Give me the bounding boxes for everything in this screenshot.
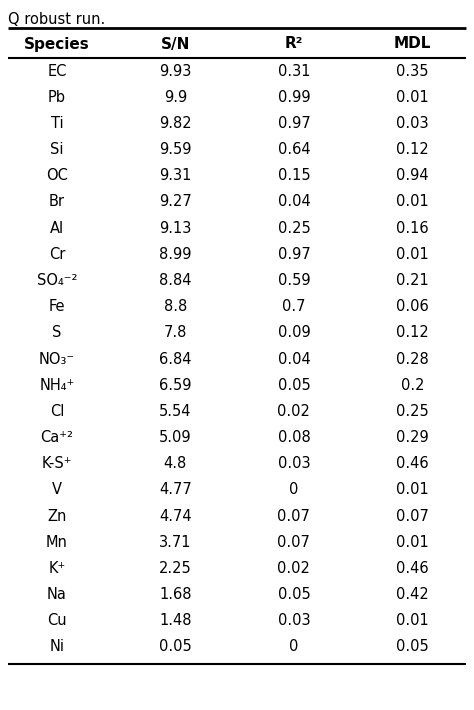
Text: 0.01: 0.01: [396, 247, 429, 262]
Text: 0.05: 0.05: [396, 640, 429, 655]
Text: 0.05: 0.05: [159, 640, 192, 655]
Text: 0.7: 0.7: [282, 299, 306, 314]
Text: 9.31: 9.31: [159, 168, 191, 183]
Text: 0.01: 0.01: [396, 89, 429, 105]
Text: V: V: [52, 482, 62, 498]
Text: 0: 0: [289, 640, 299, 655]
Text: 0.12: 0.12: [396, 325, 429, 340]
Text: 0.04: 0.04: [277, 351, 310, 366]
Text: Ni: Ni: [49, 640, 64, 655]
Text: Pb: Pb: [48, 89, 66, 105]
Text: 0.29: 0.29: [396, 430, 429, 445]
Text: 0.03: 0.03: [278, 457, 310, 471]
Text: 0.08: 0.08: [277, 430, 310, 445]
Text: 8.84: 8.84: [159, 273, 191, 288]
Text: 0.07: 0.07: [277, 508, 310, 523]
Text: R²: R²: [285, 36, 303, 52]
Text: 5.54: 5.54: [159, 404, 191, 419]
Text: 0.2: 0.2: [401, 378, 424, 393]
Text: NH₄⁺: NH₄⁺: [39, 378, 74, 393]
Text: 0.97: 0.97: [277, 247, 310, 262]
Text: 0.46: 0.46: [396, 561, 428, 576]
Text: 0.25: 0.25: [277, 221, 310, 236]
Text: 0.01: 0.01: [396, 195, 429, 209]
Text: 0.04: 0.04: [277, 195, 310, 209]
Text: 0.94: 0.94: [396, 168, 428, 183]
Text: 0.59: 0.59: [278, 273, 310, 288]
Text: Cl: Cl: [50, 404, 64, 419]
Text: 9.27: 9.27: [159, 195, 192, 209]
Text: 2.25: 2.25: [159, 561, 192, 576]
Text: 9.93: 9.93: [159, 64, 191, 79]
Text: 0.21: 0.21: [396, 273, 429, 288]
Text: SO₄⁻²: SO₄⁻²: [36, 273, 77, 288]
Text: 0.07: 0.07: [277, 535, 310, 550]
Text: Si: Si: [50, 142, 64, 157]
Text: 0.09: 0.09: [277, 325, 310, 340]
Text: 0.06: 0.06: [396, 299, 429, 314]
Text: Br: Br: [49, 195, 65, 209]
Text: Species: Species: [24, 36, 90, 52]
Text: MDL: MDL: [394, 36, 431, 52]
Text: 0.35: 0.35: [396, 64, 428, 79]
Text: 1.48: 1.48: [159, 613, 191, 628]
Text: 0.15: 0.15: [278, 168, 310, 183]
Text: Ca⁺²: Ca⁺²: [40, 430, 73, 445]
Text: Cr: Cr: [49, 247, 65, 262]
Text: K⁺: K⁺: [48, 561, 65, 576]
Text: 0.05: 0.05: [277, 587, 310, 602]
Text: 9.13: 9.13: [159, 221, 191, 236]
Text: Mn: Mn: [46, 535, 68, 550]
Text: 9.82: 9.82: [159, 116, 191, 131]
Text: 6.59: 6.59: [159, 378, 191, 393]
Text: 0.07: 0.07: [396, 508, 429, 523]
Text: 0.03: 0.03: [396, 116, 428, 131]
Text: Al: Al: [50, 221, 64, 236]
Text: 0.46: 0.46: [396, 457, 428, 471]
Text: OC: OC: [46, 168, 68, 183]
Text: 6.84: 6.84: [159, 351, 191, 366]
Text: 0.42: 0.42: [396, 587, 429, 602]
Text: Ti: Ti: [51, 116, 63, 131]
Text: Q robust run.: Q robust run.: [8, 12, 105, 27]
Text: 8.8: 8.8: [164, 299, 187, 314]
Text: EC: EC: [47, 64, 66, 79]
Text: 9.59: 9.59: [159, 142, 191, 157]
Text: 4.74: 4.74: [159, 508, 191, 523]
Text: 5.09: 5.09: [159, 430, 191, 445]
Text: 0.03: 0.03: [278, 613, 310, 628]
Text: Fe: Fe: [49, 299, 65, 314]
Text: Cu: Cu: [47, 613, 67, 628]
Text: 0.97: 0.97: [277, 116, 310, 131]
Text: 7.8: 7.8: [164, 325, 187, 340]
Text: NO₃⁻: NO₃⁻: [39, 351, 75, 366]
Text: 0.28: 0.28: [396, 351, 429, 366]
Text: 0.25: 0.25: [396, 404, 429, 419]
Text: 0.02: 0.02: [277, 561, 310, 576]
Text: K-S⁺: K-S⁺: [42, 457, 72, 471]
Text: 0.01: 0.01: [396, 482, 429, 498]
Text: 4.77: 4.77: [159, 482, 192, 498]
Text: 0.16: 0.16: [396, 221, 428, 236]
Text: 0.01: 0.01: [396, 535, 429, 550]
Text: Zn: Zn: [47, 508, 66, 523]
Text: 0.31: 0.31: [278, 64, 310, 79]
Text: S/N: S/N: [161, 36, 190, 52]
Text: 4.8: 4.8: [164, 457, 187, 471]
Text: 3.71: 3.71: [159, 535, 191, 550]
Text: 0.05: 0.05: [277, 378, 310, 393]
Text: 0.01: 0.01: [396, 613, 429, 628]
Text: 0.02: 0.02: [277, 404, 310, 419]
Text: S: S: [52, 325, 62, 340]
Text: Na: Na: [47, 587, 67, 602]
Text: 0.64: 0.64: [278, 142, 310, 157]
Text: 9.9: 9.9: [164, 89, 187, 105]
Text: 8.99: 8.99: [159, 247, 191, 262]
Text: 0: 0: [289, 482, 299, 498]
Text: 1.68: 1.68: [159, 587, 191, 602]
Text: 0.12: 0.12: [396, 142, 429, 157]
Text: 0.99: 0.99: [278, 89, 310, 105]
